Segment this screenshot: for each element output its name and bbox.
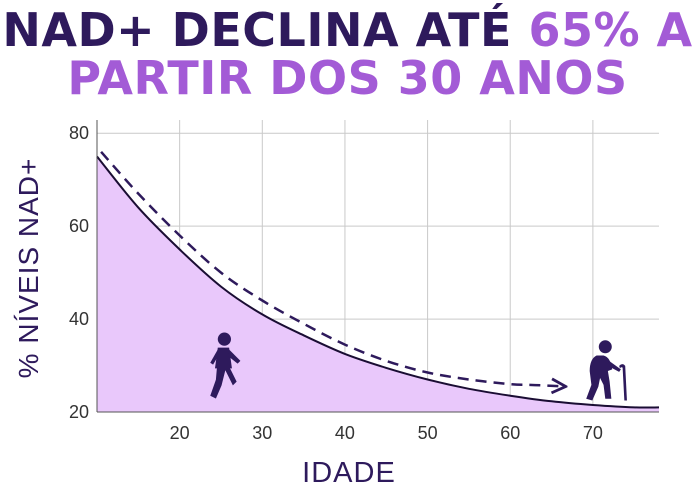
y-axis-label: % NÍVEIS NAD+ <box>13 158 44 379</box>
x-tick-label: 50 <box>418 423 438 443</box>
x-tick-label: 70 <box>583 423 603 443</box>
x-tick-label: 20 <box>170 423 190 443</box>
axes: 20 40 60 80 20 30 40 50 60 70 <box>69 120 659 443</box>
y-tick-label: 20 <box>69 402 89 422</box>
y-tick-label: 80 <box>69 123 89 143</box>
y-tick-label: 60 <box>69 216 89 236</box>
title-line-1: NAD+ DECLINA ATÉ 65% A <box>0 6 695 54</box>
x-tick-label: 30 <box>252 423 272 443</box>
y-tick-label: 40 <box>69 309 89 329</box>
title-line-2: PARTIR DOS 30 ANOS <box>67 51 628 105</box>
dashed-arrow-line <box>100 150 564 387</box>
plot-area <box>96 150 660 412</box>
x-tick-label: 60 <box>500 423 520 443</box>
area-fill <box>97 156 659 412</box>
elderly-person-with-cane-icon <box>586 340 627 401</box>
chart-title: NAD+ DECLINA ATÉ 65% A PARTIR DOS 30 ANO… <box>0 6 695 102</box>
x-tick-label: 40 <box>335 423 355 443</box>
title-part-1: NAD+ DECLINA ATÉ <box>2 3 512 57</box>
title-part-2: 65% A <box>528 3 693 57</box>
decline-curve <box>96 155 660 409</box>
x-axis-label: IDADE <box>302 457 396 489</box>
